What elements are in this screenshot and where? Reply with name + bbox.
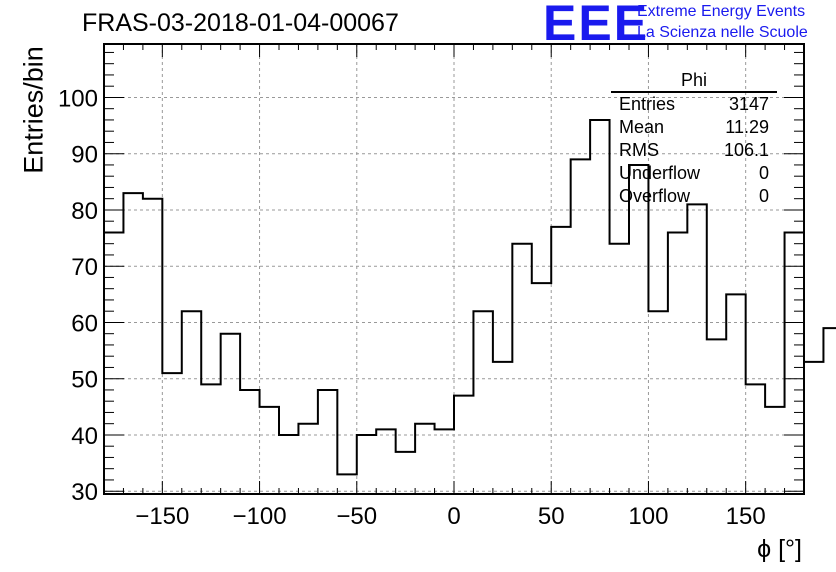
histogram-bin (551, 227, 570, 494)
x-tick-label: −50 (336, 503, 377, 530)
y-axis-label: Entries/bin (18, 46, 49, 174)
histogram-bin (143, 199, 162, 494)
histogram-bin (435, 429, 454, 494)
histogram-line (104, 118, 836, 476)
histogram-bin (104, 232, 123, 494)
stats-row-mean: Mean 11.29 (611, 116, 777, 139)
stats-title: Phi (611, 70, 777, 93)
histogram-bin (376, 429, 395, 494)
histogram-bin (473, 311, 492, 494)
stats-label: Underflow (619, 163, 701, 183)
x-tick-label: −100 (233, 503, 287, 530)
histogram-bin (823, 328, 836, 494)
histogram-bin (357, 435, 376, 494)
stats-value: 0 (758, 186, 769, 206)
histogram-bin (318, 390, 337, 494)
histogram-bin (240, 390, 259, 494)
logo-tagline-1: Extreme Energy Events (637, 3, 806, 20)
histogram-bin (337, 474, 356, 494)
histogram-bin (746, 384, 765, 494)
stats-label: RMS (619, 140, 659, 160)
histogram-bin (610, 244, 629, 494)
y-tick-label: 70 (71, 254, 98, 281)
stats-value: 11.29 (725, 117, 769, 137)
y-tick-label: 30 (71, 479, 98, 506)
x-tick-label: −150 (135, 503, 189, 530)
x-tick-label: 150 (726, 503, 766, 530)
histogram-bin (765, 407, 784, 494)
stats-row-rms: RMS 106.1 (611, 139, 777, 162)
histogram-bin (123, 193, 142, 494)
histogram-bin (648, 311, 667, 494)
y-tick-label: 40 (71, 423, 98, 450)
x-tick-label: 0 (447, 503, 460, 530)
histogram-bin (726, 294, 745, 494)
histogram-bin (260, 407, 279, 494)
stats-box: Phi Entries 3147 Mean 11.29 RMS 106.1 Un… (611, 70, 777, 208)
stats-label: Overflow (619, 186, 691, 206)
stats-row-entries: Entries 3147 (611, 93, 777, 116)
stats-row-underflow: Underflow 0 (611, 162, 777, 185)
histogram-bin (279, 435, 298, 494)
y-tick-label: 50 (71, 367, 98, 394)
y-tick-label: 100 (58, 85, 98, 112)
histogram-bin (162, 373, 181, 494)
stats-label: Entries (619, 94, 676, 114)
y-tick-label: 80 (71, 198, 98, 225)
histogram-bin (512, 244, 531, 494)
histogram-bin (201, 384, 220, 494)
histogram-bin (785, 232, 804, 494)
histogram-bin (493, 362, 512, 494)
y-tick-label: 90 (71, 142, 98, 169)
histogram-bin (629, 165, 648, 494)
histogram-bin (707, 339, 726, 494)
histogram-bin (687, 204, 706, 494)
stats-value: 0 (758, 163, 769, 183)
chart-title: FRAS-03-2018-01-04-00067 (82, 9, 399, 37)
histogram-bin (298, 424, 317, 494)
stats-row-overflow: Overflow 0 (611, 185, 777, 208)
histogram-bin (182, 311, 201, 494)
stats-value: 3147 (728, 94, 769, 114)
x-axis-label: ϕ [°] (757, 535, 802, 563)
histogram-bin (571, 159, 590, 494)
stats-label: Mean (619, 117, 665, 137)
histogram-bin (668, 232, 687, 494)
histogram-bin (415, 424, 434, 494)
y-tick-label: 60 (71, 310, 98, 337)
histogram-bin (532, 283, 551, 494)
logo-tagline-2: La Scienza nelle Scuole (637, 24, 808, 41)
histogram-bin (221, 334, 240, 494)
stats-value: 106.1 (723, 140, 769, 160)
eee-logo: EEE (543, 0, 650, 51)
histogram-bin (804, 362, 823, 494)
histogram-bin (590, 120, 609, 494)
x-tick-label: 50 (538, 503, 565, 530)
x-tick-label: 100 (628, 503, 668, 530)
histogram-bin (396, 452, 415, 494)
histogram-bin (454, 396, 473, 494)
